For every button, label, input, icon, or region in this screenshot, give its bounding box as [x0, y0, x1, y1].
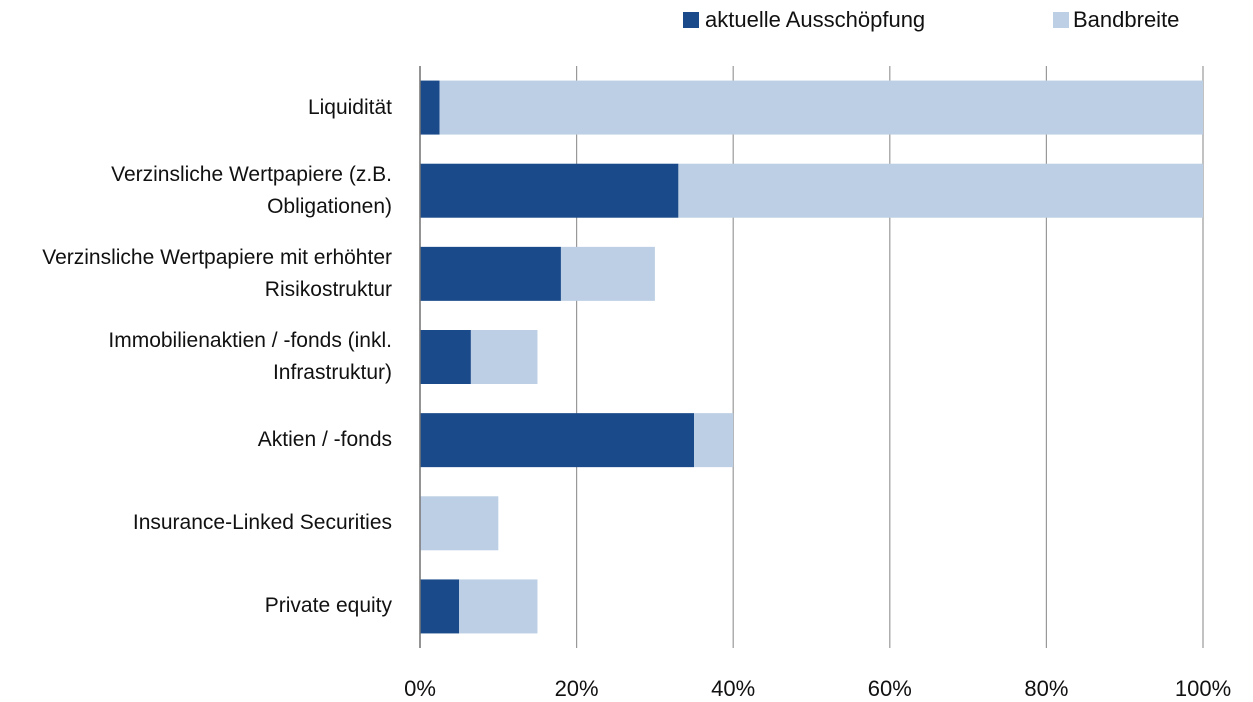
x-tick-label: 0%: [404, 676, 436, 701]
x-tick-label: 60%: [868, 676, 912, 701]
bar-segment: [420, 330, 471, 384]
legend-label: Bandbreite: [1073, 7, 1179, 32]
y-tick-label: Verzinsliche Wertpapiere mit erhöhter Ri…: [42, 245, 392, 301]
x-tick-label: 80%: [1024, 676, 1068, 701]
x-tick-label: 20%: [555, 676, 599, 701]
y-tick-label: Verzinsliche Wertpapiere (z.B. Obligatio…: [111, 162, 392, 218]
bar-segment: [420, 579, 460, 634]
y-tick-label: Private equity: [264, 594, 392, 618]
legend-swatch: [1053, 12, 1069, 28]
x-tick-label: 100%: [1175, 676, 1231, 701]
legend-label: aktuelle Ausschöpfung: [705, 7, 925, 32]
y-tick-label: Immobilienaktien / -fonds (inkl. Infrast…: [108, 329, 392, 384]
bar-segment: [420, 80, 440, 135]
bar-segment: [420, 413, 695, 468]
bar-segment: [694, 413, 734, 468]
bar-segment: [470, 330, 538, 384]
bar-segment: [459, 579, 538, 634]
bar-segment: [678, 163, 1203, 218]
bar-segment: [439, 80, 1203, 135]
legend-swatch: [683, 12, 699, 28]
y-tick-label: Aktien / -fonds: [257, 428, 392, 452]
y-tick-label: Liquidität: [307, 95, 392, 119]
y-tick-label: Insurance-Linked Securities: [132, 511, 392, 535]
bar-segment: [420, 246, 561, 301]
bar-segment: [560, 246, 655, 301]
x-tick-label: 40%: [711, 676, 755, 701]
bar-segment: [420, 163, 679, 218]
bar-segment: [420, 496, 499, 551]
